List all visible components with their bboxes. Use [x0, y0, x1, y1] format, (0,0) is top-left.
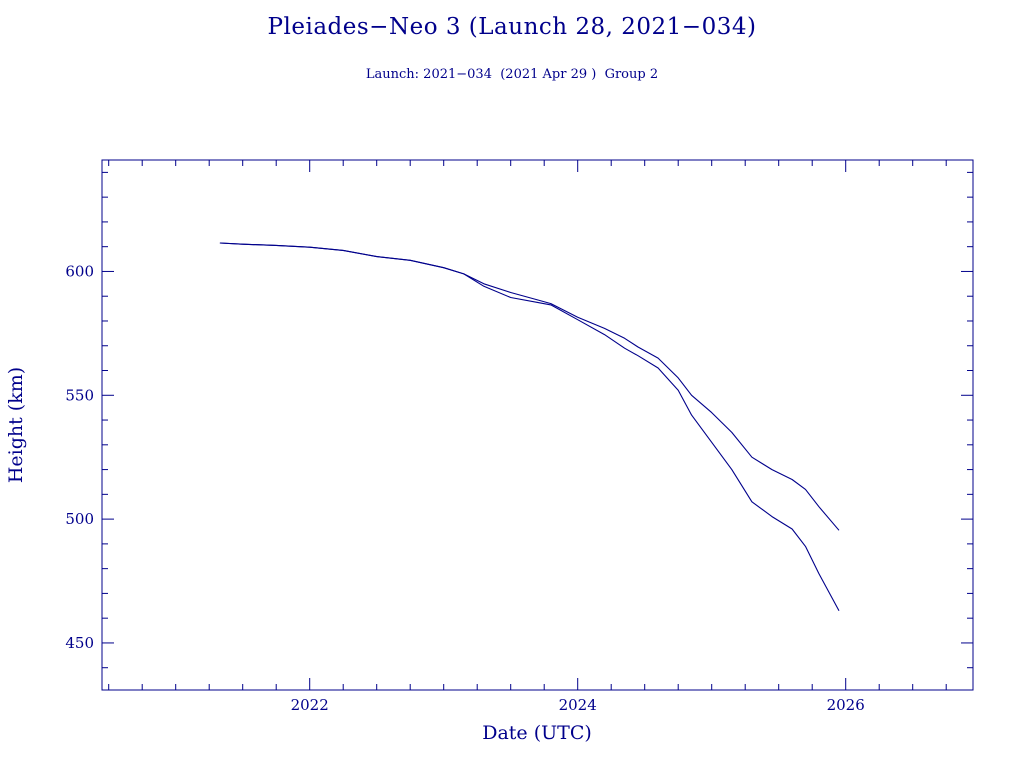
y-tick-label: 600: [65, 262, 94, 280]
y-tick-label: 450: [65, 634, 94, 652]
x-tick-label: 2022: [291, 696, 329, 714]
y-axis-title: Height (km): [5, 367, 27, 483]
series-line-1: [219, 242, 840, 531]
series-line-2: [219, 242, 840, 611]
x-axis-title: Date (UTC): [482, 722, 592, 744]
y-tick-label: 500: [65, 510, 94, 528]
x-tick-labels: 2022 2024 2026: [291, 696, 865, 714]
axis-ticks: [102, 160, 973, 690]
chart-title: Pleiades−Neo 3 (Launch 28, 2021−034): [267, 14, 757, 40]
plot-frame: [101, 159, 974, 691]
x-tick-label: 2024: [559, 696, 597, 714]
chart-subtitle: Launch: 2021−034 (2021 Apr 29 ) Group 2: [365, 67, 659, 82]
y-tick-label: 550: [65, 386, 94, 404]
data-series: [219, 242, 840, 611]
x-tick-label: 2026: [827, 696, 865, 714]
y-tick-labels: 450 500 550 600: [65, 262, 94, 651]
